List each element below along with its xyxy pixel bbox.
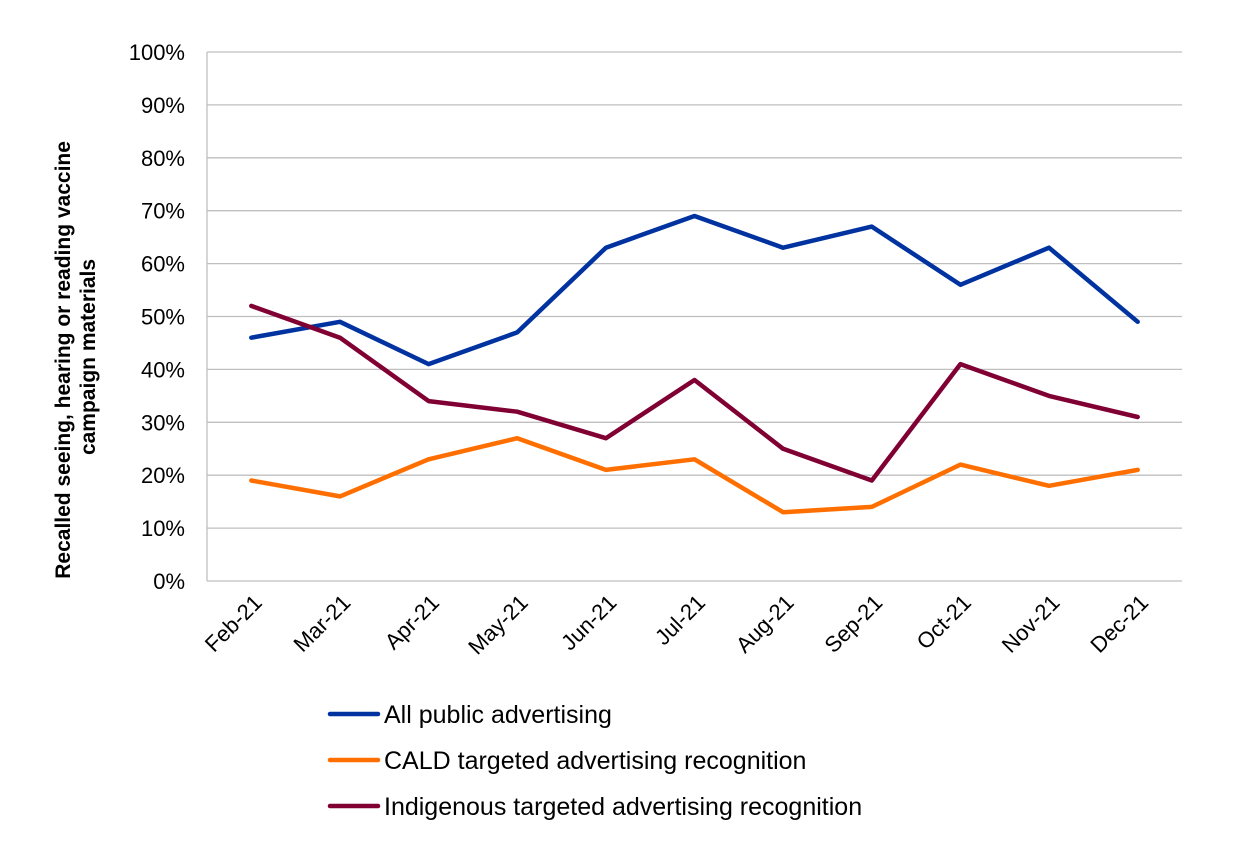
y-tick-label: 20% [141,463,185,488]
y-axis-label-line-2: campaign materials [77,259,100,455]
y-tick-label: 50% [141,305,185,330]
series-lines [249,213,1140,515]
x-tick-label: Feb-21 [200,590,267,657]
x-tick-label: Sep-21 [819,590,887,658]
series-line-3 [249,303,1140,483]
series-line-1 [249,213,1140,367]
x-tick-label: Nov-21 [997,590,1065,658]
x-tick-labels: Feb-21 Mar-21 Apr-21 May-21 Jun-21 Jul-21 Aug-… [200,590,1153,660]
x-tick-label: May-21 [463,590,533,660]
legend-label: All public advertising [384,701,612,729]
x-tick-label: Apr-21 [380,590,444,654]
y-tick-label: 90% [141,93,185,118]
y-tick-label: 0% [153,569,185,594]
gridlines [207,51,1182,529]
x-tick-label: Oct-21 [912,590,976,654]
y-tick-label: 10% [141,516,185,541]
x-tick-label: Dec-21 [1085,590,1153,658]
y-tick-label: 30% [141,410,185,435]
x-tick-label: Mar-21 [289,590,356,657]
y-tick-label: 70% [141,199,185,224]
x-tick-label: Aug-21 [731,590,799,658]
y-tick-label: 60% [141,252,185,277]
x-tick-label: Jul-21 [650,590,710,650]
axes [206,52,1182,582]
y-tick-label: 80% [141,146,185,171]
legend: All public advertising CALD targeted adve… [327,701,862,821]
x-tick-label: Jun-21 [556,590,621,655]
legend-label: CALD targeted advertising recognition [384,747,806,775]
y-axis-label-line-1: Recalled seeing, hearing or reading vacc… [52,141,75,579]
y-tick-label: 100% [129,40,185,65]
series-line-2 [249,435,1140,515]
y-tick-labels: 0% 10% 20% 30% 40% 50% 60% 70% 80% 90% 100% [129,40,185,594]
y-tick-label: 40% [141,357,185,382]
legend-label: Indigenous targeted advertising recognit… [384,793,862,821]
y-axis-label: Recalled seeing, hearing or reading vacc… [52,135,100,579]
